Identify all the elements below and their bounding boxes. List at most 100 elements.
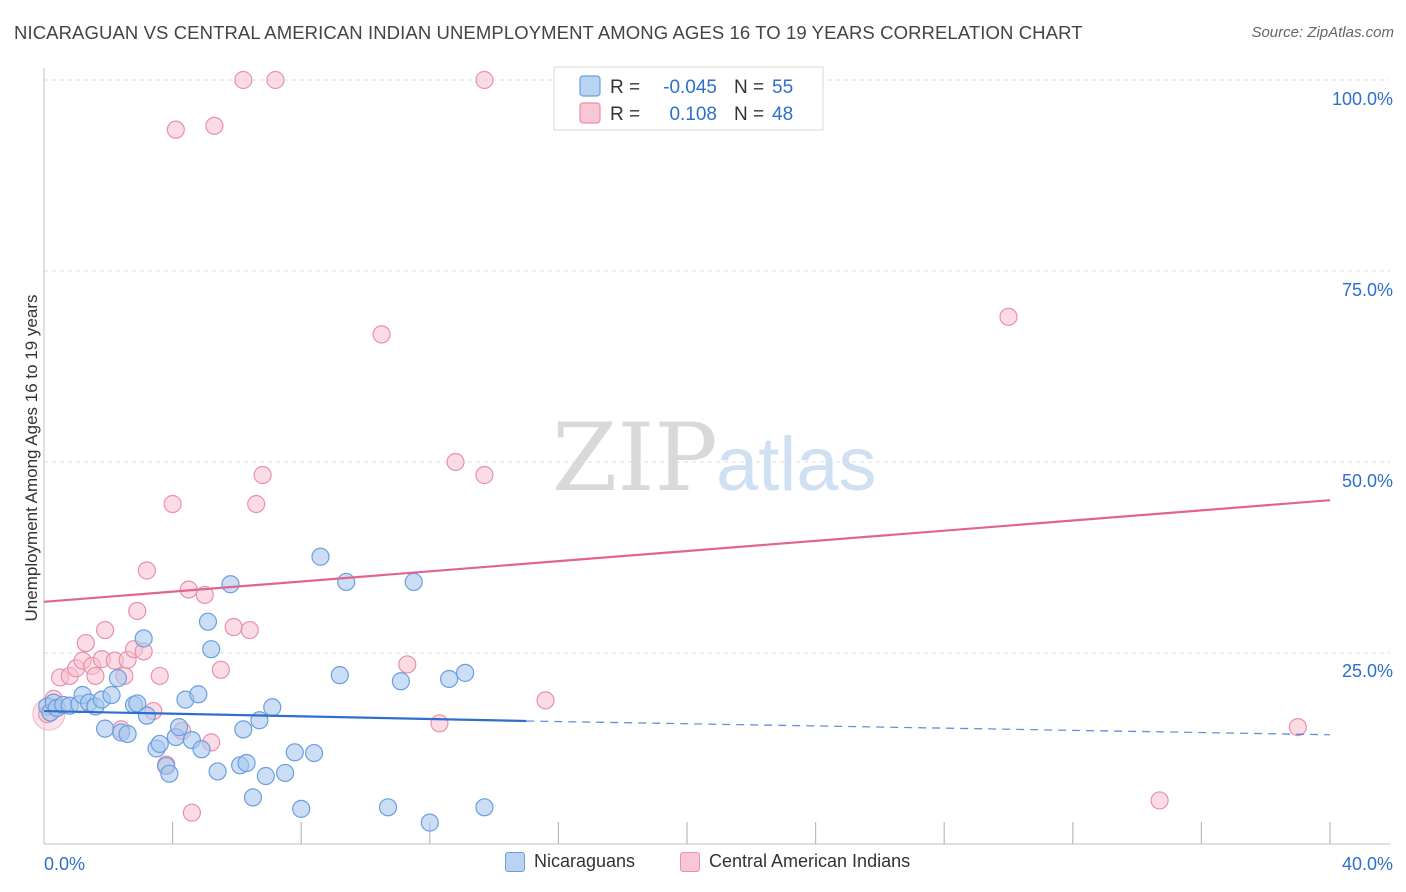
legend-swatch-central-american-indians xyxy=(579,102,601,124)
watermark: ZIP atlas xyxy=(552,404,877,513)
watermark-atlas: atlas xyxy=(716,422,877,507)
data-point xyxy=(166,120,185,139)
data-point xyxy=(182,803,201,822)
data-point xyxy=(1150,791,1169,810)
data-point xyxy=(398,655,417,674)
data-point xyxy=(404,572,423,592)
data-point xyxy=(276,763,295,783)
data-point xyxy=(95,620,115,640)
data-point xyxy=(234,70,253,90)
data-point xyxy=(95,719,115,738)
legend-item-nicaraguans: Nicaraguans xyxy=(505,851,635,872)
correlation-legend: R = -0.045 N = 55 R = 0.108 N = 48 xyxy=(553,66,824,131)
data-point xyxy=(163,494,182,514)
series-nicaraguans xyxy=(38,547,494,832)
data-point xyxy=(247,494,266,514)
series-legend: Nicaraguans Central American Indians xyxy=(0,851,1406,877)
trend-lines xyxy=(43,499,1331,736)
data-point xyxy=(999,307,1018,326)
data-point xyxy=(224,617,243,637)
data-point xyxy=(137,706,156,725)
data-point xyxy=(420,813,439,832)
data-point xyxy=(243,788,263,807)
data-point xyxy=(475,465,494,485)
data-point xyxy=(446,452,465,472)
data-point xyxy=(266,70,285,90)
data-point xyxy=(240,620,259,640)
legend-swatch-central-american-indians xyxy=(680,851,700,872)
legend-label-central-american-indians: Central American Indians xyxy=(709,851,911,871)
source-credit: Source: ZipAtlas.com xyxy=(1251,24,1394,41)
y-tick-label: 100.0% xyxy=(1332,89,1393,109)
data-point xyxy=(439,669,459,689)
y-tick-label: 25.0% xyxy=(1342,661,1393,681)
data-point xyxy=(195,585,214,605)
y-axis-label: Unemployment Among Ages 16 to 19 years xyxy=(22,295,41,622)
gridlines xyxy=(44,79,1390,654)
data-point xyxy=(118,724,137,744)
data-point xyxy=(128,601,147,621)
x-tick-label: 0.0% xyxy=(44,854,85,874)
data-point xyxy=(137,561,156,580)
data-point xyxy=(169,718,189,737)
data-point xyxy=(456,663,475,682)
data-point xyxy=(86,666,105,686)
data-point xyxy=(263,698,282,717)
legend-n-value: 48 xyxy=(772,104,793,125)
data-point xyxy=(211,660,230,679)
data-point xyxy=(134,629,153,648)
legend-item-central-american-indians: Central American Indians xyxy=(680,851,910,872)
data-point xyxy=(189,685,208,704)
data-point xyxy=(108,669,128,688)
data-point xyxy=(76,633,95,653)
data-point xyxy=(160,764,179,783)
data-point xyxy=(234,720,253,739)
axes xyxy=(43,68,1390,845)
data-point xyxy=(150,734,169,754)
legend-r-value: 0.108 xyxy=(669,104,717,125)
data-point xyxy=(292,799,311,818)
legend-n-value: 55 xyxy=(772,77,793,98)
trend-line-nicaraguans-extension xyxy=(526,720,1331,736)
trend-line-nicaraguans xyxy=(43,709,527,723)
data-point xyxy=(337,572,356,592)
data-point xyxy=(192,740,211,759)
data-point xyxy=(475,798,494,817)
data-point xyxy=(150,666,169,686)
trend-line-central-american-indians xyxy=(43,499,1331,603)
data-point xyxy=(285,743,304,762)
y-tick-label: 75.0% xyxy=(1342,280,1393,300)
data-point xyxy=(372,325,391,344)
data-point xyxy=(253,465,272,485)
x-tick-label: 40.0% xyxy=(1342,854,1393,874)
legend-r-label: R = xyxy=(610,104,640,125)
legend-r-label: R = xyxy=(610,77,640,98)
y-tick-label: 50.0% xyxy=(1342,471,1393,491)
legend-swatch-nicaraguans xyxy=(579,75,601,97)
legend-n-label: N = xyxy=(734,104,764,125)
data-point xyxy=(202,640,221,659)
data-point xyxy=(102,685,121,705)
y-tick-labels: 25.0% 50.0% 75.0% 100.0% xyxy=(1332,89,1393,681)
data-point xyxy=(205,116,224,135)
watermark-zip: ZIP xyxy=(552,404,718,513)
data-point xyxy=(311,547,330,566)
data-point xyxy=(430,714,449,733)
data-point xyxy=(208,762,227,781)
data-point xyxy=(330,666,349,685)
legend-n-label: N = xyxy=(734,77,764,98)
legend-r-value: -0.045 xyxy=(663,77,717,98)
data-point xyxy=(198,612,218,631)
data-point xyxy=(536,691,555,710)
data-point xyxy=(304,743,324,763)
data-point xyxy=(475,70,494,90)
data-point xyxy=(378,798,398,817)
data-point xyxy=(391,672,410,691)
data-point xyxy=(237,753,256,773)
chart-title: NICARAGUAN VS CENTRAL AMERICAN INDIAN UN… xyxy=(14,22,1083,43)
legend-label-nicaraguans: Nicaraguans xyxy=(534,851,636,871)
data-point xyxy=(256,766,275,786)
data-point xyxy=(221,575,240,594)
data-point xyxy=(1288,718,1307,737)
